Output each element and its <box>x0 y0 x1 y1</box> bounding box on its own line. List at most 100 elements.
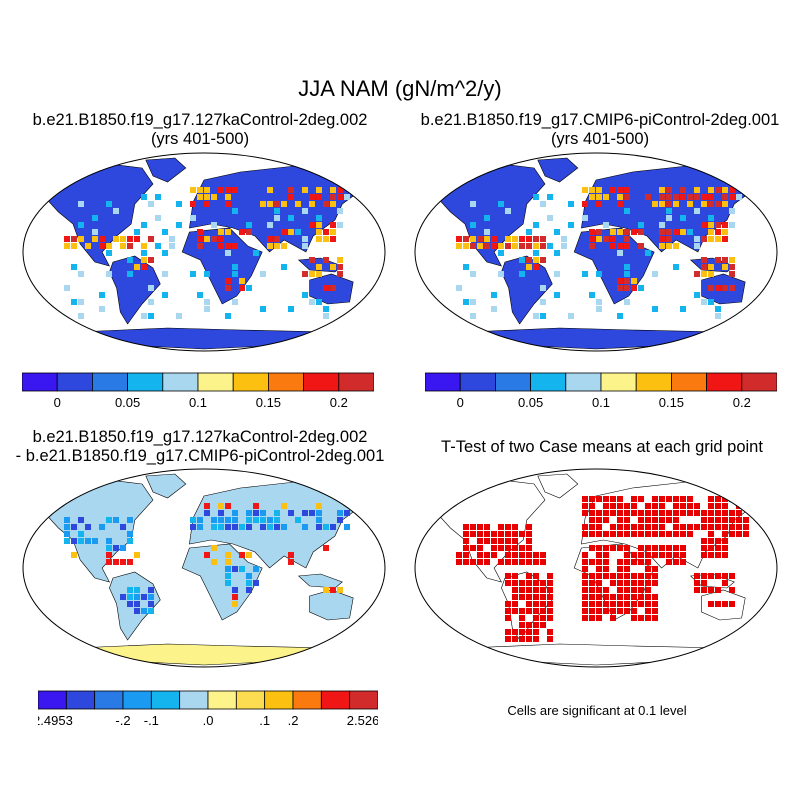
grid-cell <box>505 615 511 621</box>
grid-cell <box>281 201 287 207</box>
grid-cell <box>659 552 665 558</box>
grid-cell <box>260 524 266 530</box>
grid-cell <box>722 503 728 509</box>
grid-cell <box>519 615 525 621</box>
grid-cell <box>722 264 728 270</box>
grid-cell <box>624 503 630 509</box>
grid-cell <box>127 517 133 523</box>
grid-cell <box>659 503 665 509</box>
colorbar-swatch <box>459 372 496 392</box>
grid-cell <box>190 271 196 277</box>
colorbar-swatch <box>92 372 129 392</box>
grid-cell <box>512 629 518 635</box>
grid-cell <box>708 510 714 516</box>
grid-cell <box>204 201 210 207</box>
colorbar-swatch <box>425 372 461 392</box>
grid-cell <box>540 622 546 628</box>
grid-cell <box>743 524 749 530</box>
grid-cell <box>729 517 735 523</box>
grid-cell <box>722 573 728 579</box>
grid-cell <box>596 573 602 579</box>
colorbar-tick-label: 0.05 <box>518 395 543 410</box>
grid-cell <box>708 573 714 579</box>
grid-cell <box>330 229 336 235</box>
grid-cell <box>694 243 700 249</box>
grid-cell <box>512 531 518 537</box>
grid-cell <box>176 201 182 207</box>
colorbar-tick-label: 2.5266 <box>347 713 378 728</box>
grid-cell <box>694 194 700 200</box>
grid-cell <box>547 215 553 221</box>
grid-cell <box>148 608 154 614</box>
panel-title-bottom-left-line2: - b.e21.B1850.f19_g17.CMIP6-piControl-2d… <box>15 447 385 465</box>
grid-cell <box>659 222 665 228</box>
grid-cell <box>316 299 322 305</box>
grid-cell <box>547 629 553 635</box>
grid-cell <box>456 236 462 242</box>
grid-cell <box>484 229 490 235</box>
grid-cell <box>330 524 336 530</box>
grid-cell <box>680 559 686 565</box>
grid-cell <box>729 531 735 537</box>
grid-cell <box>624 545 630 551</box>
grid-cell <box>610 608 616 614</box>
grid-cell <box>78 201 84 207</box>
grid-cell <box>617 608 623 614</box>
grid-cell <box>589 510 595 516</box>
grid-cell <box>330 222 336 228</box>
grid-cell <box>617 229 623 235</box>
landmass-north-america <box>43 163 154 267</box>
grid-cell <box>470 243 476 249</box>
grid-cell <box>540 608 546 614</box>
grid-cell <box>743 517 749 523</box>
grid-cell <box>631 552 637 558</box>
grid-cell <box>491 306 497 312</box>
grid-cell <box>701 545 707 551</box>
grid-cell <box>540 587 546 593</box>
grid-cell <box>631 496 637 502</box>
grid-cell <box>463 545 469 551</box>
colorbar-swatch <box>338 372 374 392</box>
grid-cell <box>533 636 539 642</box>
grid-cell <box>505 601 511 607</box>
grid-cell <box>603 503 609 509</box>
grid-cell <box>232 594 238 600</box>
grid-cell <box>722 187 728 193</box>
grid-cell <box>232 601 238 607</box>
grid-cell <box>708 531 714 537</box>
grid-cell <box>127 594 133 600</box>
grid-cell <box>477 236 483 242</box>
grid-cell <box>589 524 595 530</box>
map-boundary <box>414 152 778 352</box>
grid-cell <box>246 222 252 228</box>
colorbar-swatch <box>122 690 152 710</box>
grid-cell <box>638 222 644 228</box>
grid-cell <box>610 531 616 537</box>
grid-cell <box>64 538 70 544</box>
colorbar-swatch <box>127 372 164 392</box>
grid-cell <box>610 243 616 249</box>
grid-cell <box>645 194 651 200</box>
grid-cell <box>533 559 539 565</box>
grid-cell <box>645 573 651 579</box>
grid-cell <box>330 236 336 242</box>
grid-cell <box>337 257 343 263</box>
grid-cell <box>505 608 511 614</box>
grid-cell <box>309 194 315 200</box>
grid-cell <box>211 545 217 551</box>
grid-cell <box>652 517 658 523</box>
grid-cell <box>309 510 315 516</box>
grid-cell <box>64 243 70 249</box>
grid-cell <box>624 573 630 579</box>
grid-cell <box>554 250 560 256</box>
grid-cell <box>134 594 140 600</box>
grid-cell <box>78 538 84 544</box>
grid-cell <box>715 187 721 193</box>
grid-cell <box>568 313 574 319</box>
grid-cell <box>267 201 273 207</box>
grid-cell <box>519 271 525 277</box>
grid-cell <box>526 629 532 635</box>
grid-cell <box>666 187 672 193</box>
grid-cell <box>225 278 231 284</box>
grid-cell <box>484 236 490 242</box>
